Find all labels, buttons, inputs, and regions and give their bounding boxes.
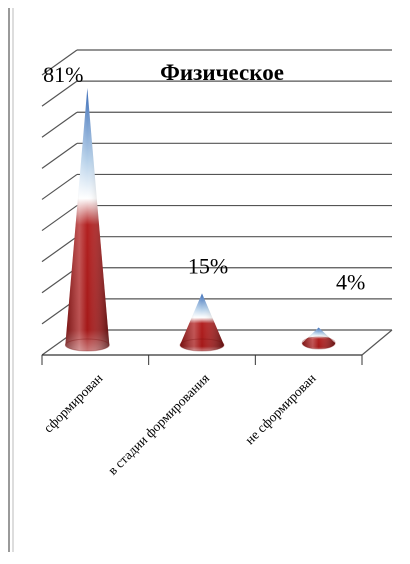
cone-base <box>301 336 336 350</box>
data-label: 4% <box>336 270 365 295</box>
cone-3 <box>301 327 336 350</box>
cone-2 <box>179 293 225 352</box>
chart-title: Физическое <box>160 60 284 85</box>
category-label: в стадии формирования <box>105 371 212 478</box>
x-axis <box>41 354 363 365</box>
gridline-diagonal <box>41 111 78 138</box>
gridline-diagonal <box>41 267 78 294</box>
category-label: не сформирован <box>242 371 319 448</box>
gridline-diagonal <box>41 142 78 169</box>
gridline-diagonal <box>41 49 78 76</box>
category-labels: сформирован в стадии формирования не сформ… <box>40 371 318 478</box>
gridline-diagonal <box>41 236 78 263</box>
cone-shading <box>302 327 336 349</box>
data-label: 15% <box>188 253 228 278</box>
cone-shading <box>180 293 224 351</box>
category-label: сформирован <box>40 371 105 436</box>
floor-right-edge <box>361 329 393 356</box>
gridline-diagonal <box>41 173 78 200</box>
cone-shading <box>65 88 110 351</box>
cone-base <box>179 338 225 352</box>
cones <box>64 88 336 352</box>
gridline-diagonal <box>41 80 78 107</box>
gridline-diagonal <box>41 205 78 232</box>
gridlines <box>41 49 393 356</box>
data-labels: 81% 15% 4% <box>43 62 365 295</box>
cone-1 <box>64 88 110 352</box>
cone-base <box>64 338 110 352</box>
data-label: 81% <box>43 62 83 87</box>
